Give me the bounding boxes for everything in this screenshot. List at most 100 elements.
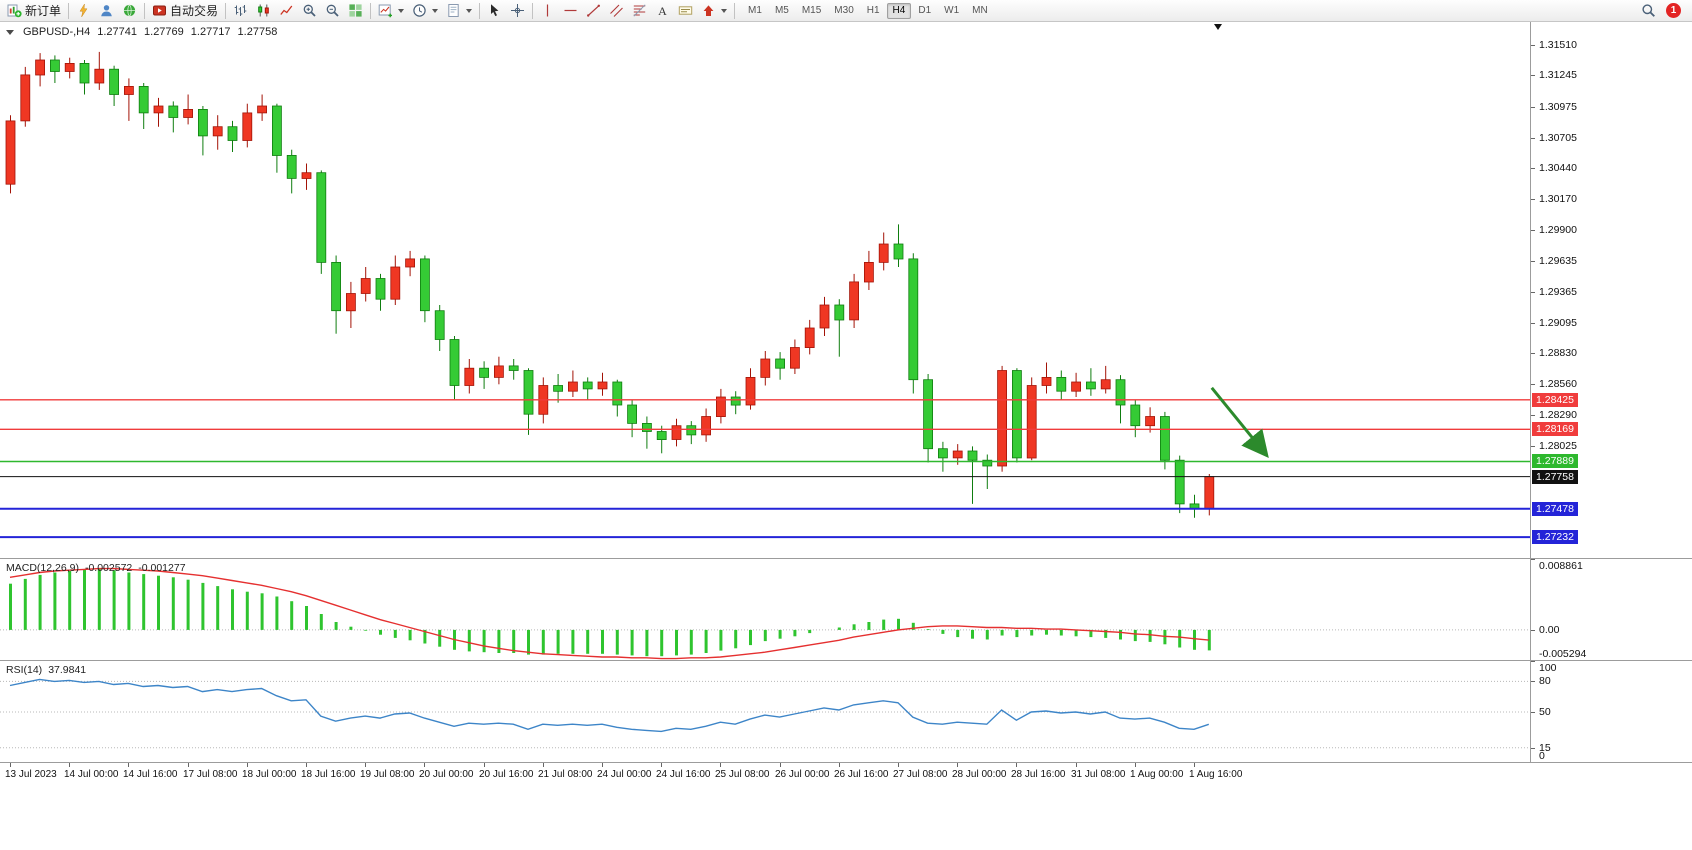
text-icon: A bbox=[655, 3, 670, 18]
rsi-plot[interactable] bbox=[0, 661, 1530, 762]
zoom-in-button[interactable] bbox=[298, 1, 321, 20]
macd-histogram bbox=[9, 568, 1211, 657]
time-tickmark bbox=[1016, 763, 1017, 767]
price-tick: 1.30440 bbox=[1539, 162, 1577, 174]
time-label: 13 Jul 2023 bbox=[5, 769, 57, 780]
macd-signal-line bbox=[9, 567, 1209, 660]
time-tickmark bbox=[1076, 763, 1077, 767]
time-axis[interactable]: 13 Jul 2023 14 Jul 00:00 14 Jul 16:00 17 Ju… bbox=[0, 762, 1692, 788]
community-button[interactable] bbox=[95, 1, 118, 20]
axis-tickmark bbox=[1531, 75, 1535, 76]
dropdown-caret bbox=[466, 8, 473, 13]
price-tick: 1.30170 bbox=[1539, 193, 1577, 205]
price-tick: 1.28830 bbox=[1539, 347, 1577, 359]
time-tickmark bbox=[780, 763, 781, 767]
candlestick-plot[interactable] bbox=[0, 22, 1530, 558]
metaeditor-button[interactable] bbox=[72, 1, 95, 20]
macd-signal-value: -0.001277 bbox=[138, 562, 186, 574]
price-tick: 1.31245 bbox=[1539, 69, 1577, 81]
price-level-tag: 1.27232 bbox=[1532, 530, 1578, 544]
time-label: 1 Aug 00:00 bbox=[1130, 769, 1184, 780]
timeframe-m1[interactable]: M1 bbox=[748, 4, 762, 16]
line-chart-button[interactable] bbox=[275, 1, 298, 20]
timeframe-h4[interactable]: H4 bbox=[886, 2, 912, 19]
toolbar-separator bbox=[479, 2, 481, 19]
zoom-out-button[interactable] bbox=[321, 1, 344, 20]
indicators-icon bbox=[378, 3, 393, 18]
time-tickmark bbox=[365, 763, 366, 767]
indicators-button[interactable] bbox=[374, 1, 408, 20]
indicator-tick: 0.00 bbox=[1539, 624, 1560, 636]
notification-badge[interactable]: 1 bbox=[1666, 3, 1681, 18]
vertical-line-button[interactable] bbox=[536, 1, 559, 20]
time-label: 17 Jul 08:00 bbox=[183, 769, 238, 780]
time-tickmark bbox=[247, 763, 248, 767]
toolbar-separator bbox=[225, 2, 227, 19]
timeframe-m30[interactable]: M30 bbox=[834, 4, 854, 16]
search-icon[interactable] bbox=[1641, 3, 1656, 18]
indicator-tick: 50 bbox=[1539, 706, 1551, 718]
new-order-label: 新订单 bbox=[25, 4, 62, 18]
time-label: 28 Jul 16:00 bbox=[1011, 769, 1066, 780]
rsi-line bbox=[9, 678, 1210, 733]
axis-tickmark bbox=[1531, 323, 1535, 324]
vertical-line-icon bbox=[540, 3, 555, 18]
label-tool-button[interactable] bbox=[674, 1, 697, 20]
time-label: 19 Jul 08:00 bbox=[360, 769, 415, 780]
arrows-tool-button[interactable] bbox=[697, 1, 731, 20]
axis-tickmark bbox=[1531, 230, 1535, 231]
lightning-icon bbox=[76, 3, 91, 18]
macd-axis[interactable]: 0.008861 0.00 -0.005294 bbox=[1530, 559, 1692, 660]
templates-button[interactable] bbox=[442, 1, 476, 20]
fibonacci-button[interactable] bbox=[628, 1, 651, 20]
candlestick-chart-button[interactable] bbox=[252, 1, 275, 20]
price-tick: 1.28290 bbox=[1539, 409, 1577, 421]
bar-chart-button[interactable] bbox=[229, 1, 252, 20]
axis-tickmark bbox=[1531, 415, 1535, 416]
price-axis[interactable]: 1.31510 1.31245 1.30975 1.30705 1.30440 1.301… bbox=[1530, 22, 1692, 558]
symbol-label: GBPUSD-,H4 bbox=[23, 26, 91, 38]
time-label: 31 Jul 08:00 bbox=[1071, 769, 1126, 780]
periods-button[interactable] bbox=[408, 1, 442, 20]
timeframe-mn[interactable]: MN bbox=[972, 4, 988, 16]
horizontal-line-button[interactable] bbox=[559, 1, 582, 20]
text-tool-button[interactable]: A bbox=[651, 1, 674, 20]
timeframe-d1[interactable]: D1 bbox=[918, 4, 932, 16]
cursor-button[interactable] bbox=[483, 1, 506, 20]
macd-plot[interactable] bbox=[0, 559, 1530, 660]
trend-arrow-annotation[interactable] bbox=[1210, 386, 1269, 458]
time-label: 20 Jul 00:00 bbox=[419, 769, 474, 780]
time-tickmark bbox=[188, 763, 189, 767]
toolbar-separator bbox=[144, 2, 146, 19]
price-levels-group[interactable] bbox=[0, 399, 1530, 539]
close-value: 1.27758 bbox=[237, 26, 278, 38]
time-label: 26 Jul 00:00 bbox=[775, 769, 830, 780]
timeframe-h1[interactable]: H1 bbox=[866, 4, 880, 16]
crosshair-button[interactable] bbox=[506, 1, 529, 20]
market-button[interactable] bbox=[118, 1, 141, 20]
toolbar: 新订单 自动交易 A M1 M5 M15 M30 H1 H4 D1 W1 MN 1 bbox=[0, 0, 1692, 22]
price-tick: 1.29095 bbox=[1539, 317, 1577, 329]
rsi-axis[interactable]: 100 80 50 15 0 bbox=[1530, 661, 1692, 762]
tile-windows-button[interactable] bbox=[344, 1, 367, 20]
macd-pane[interactable]: MACD(12,26,9) -0.002572 -0.001277 0.0088… bbox=[0, 558, 1692, 660]
main-chart-pane[interactable]: GBPUSD-,H4 1.27741 1.27769 1.27717 1.277… bbox=[0, 22, 1692, 558]
time-tickmark bbox=[661, 763, 662, 767]
person-icon bbox=[99, 3, 114, 18]
trendline-button[interactable] bbox=[582, 1, 605, 20]
rsi-pane[interactable]: RSI(14) 37.9841 100 80 50 15 0 bbox=[0, 660, 1692, 762]
time-tickmark bbox=[1135, 763, 1136, 767]
auto-trading-icon bbox=[152, 3, 167, 18]
timeframe-m15[interactable]: M15 bbox=[801, 4, 822, 16]
timeframe-w1[interactable]: W1 bbox=[944, 4, 960, 16]
channel-button[interactable] bbox=[605, 1, 628, 20]
time-tickmark bbox=[602, 763, 603, 767]
auto-trading-button[interactable]: 自动交易 bbox=[148, 1, 222, 20]
axis-tickmark bbox=[1531, 384, 1535, 385]
timeframe-m5[interactable]: M5 bbox=[774, 4, 789, 16]
one-click-trading-toggle[interactable] bbox=[6, 29, 14, 35]
cursor-icon bbox=[487, 3, 502, 18]
chart-shift-marker[interactable] bbox=[1214, 24, 1222, 30]
time-tickmark bbox=[424, 763, 425, 767]
new-order-button[interactable]: 新订单 bbox=[3, 1, 65, 20]
